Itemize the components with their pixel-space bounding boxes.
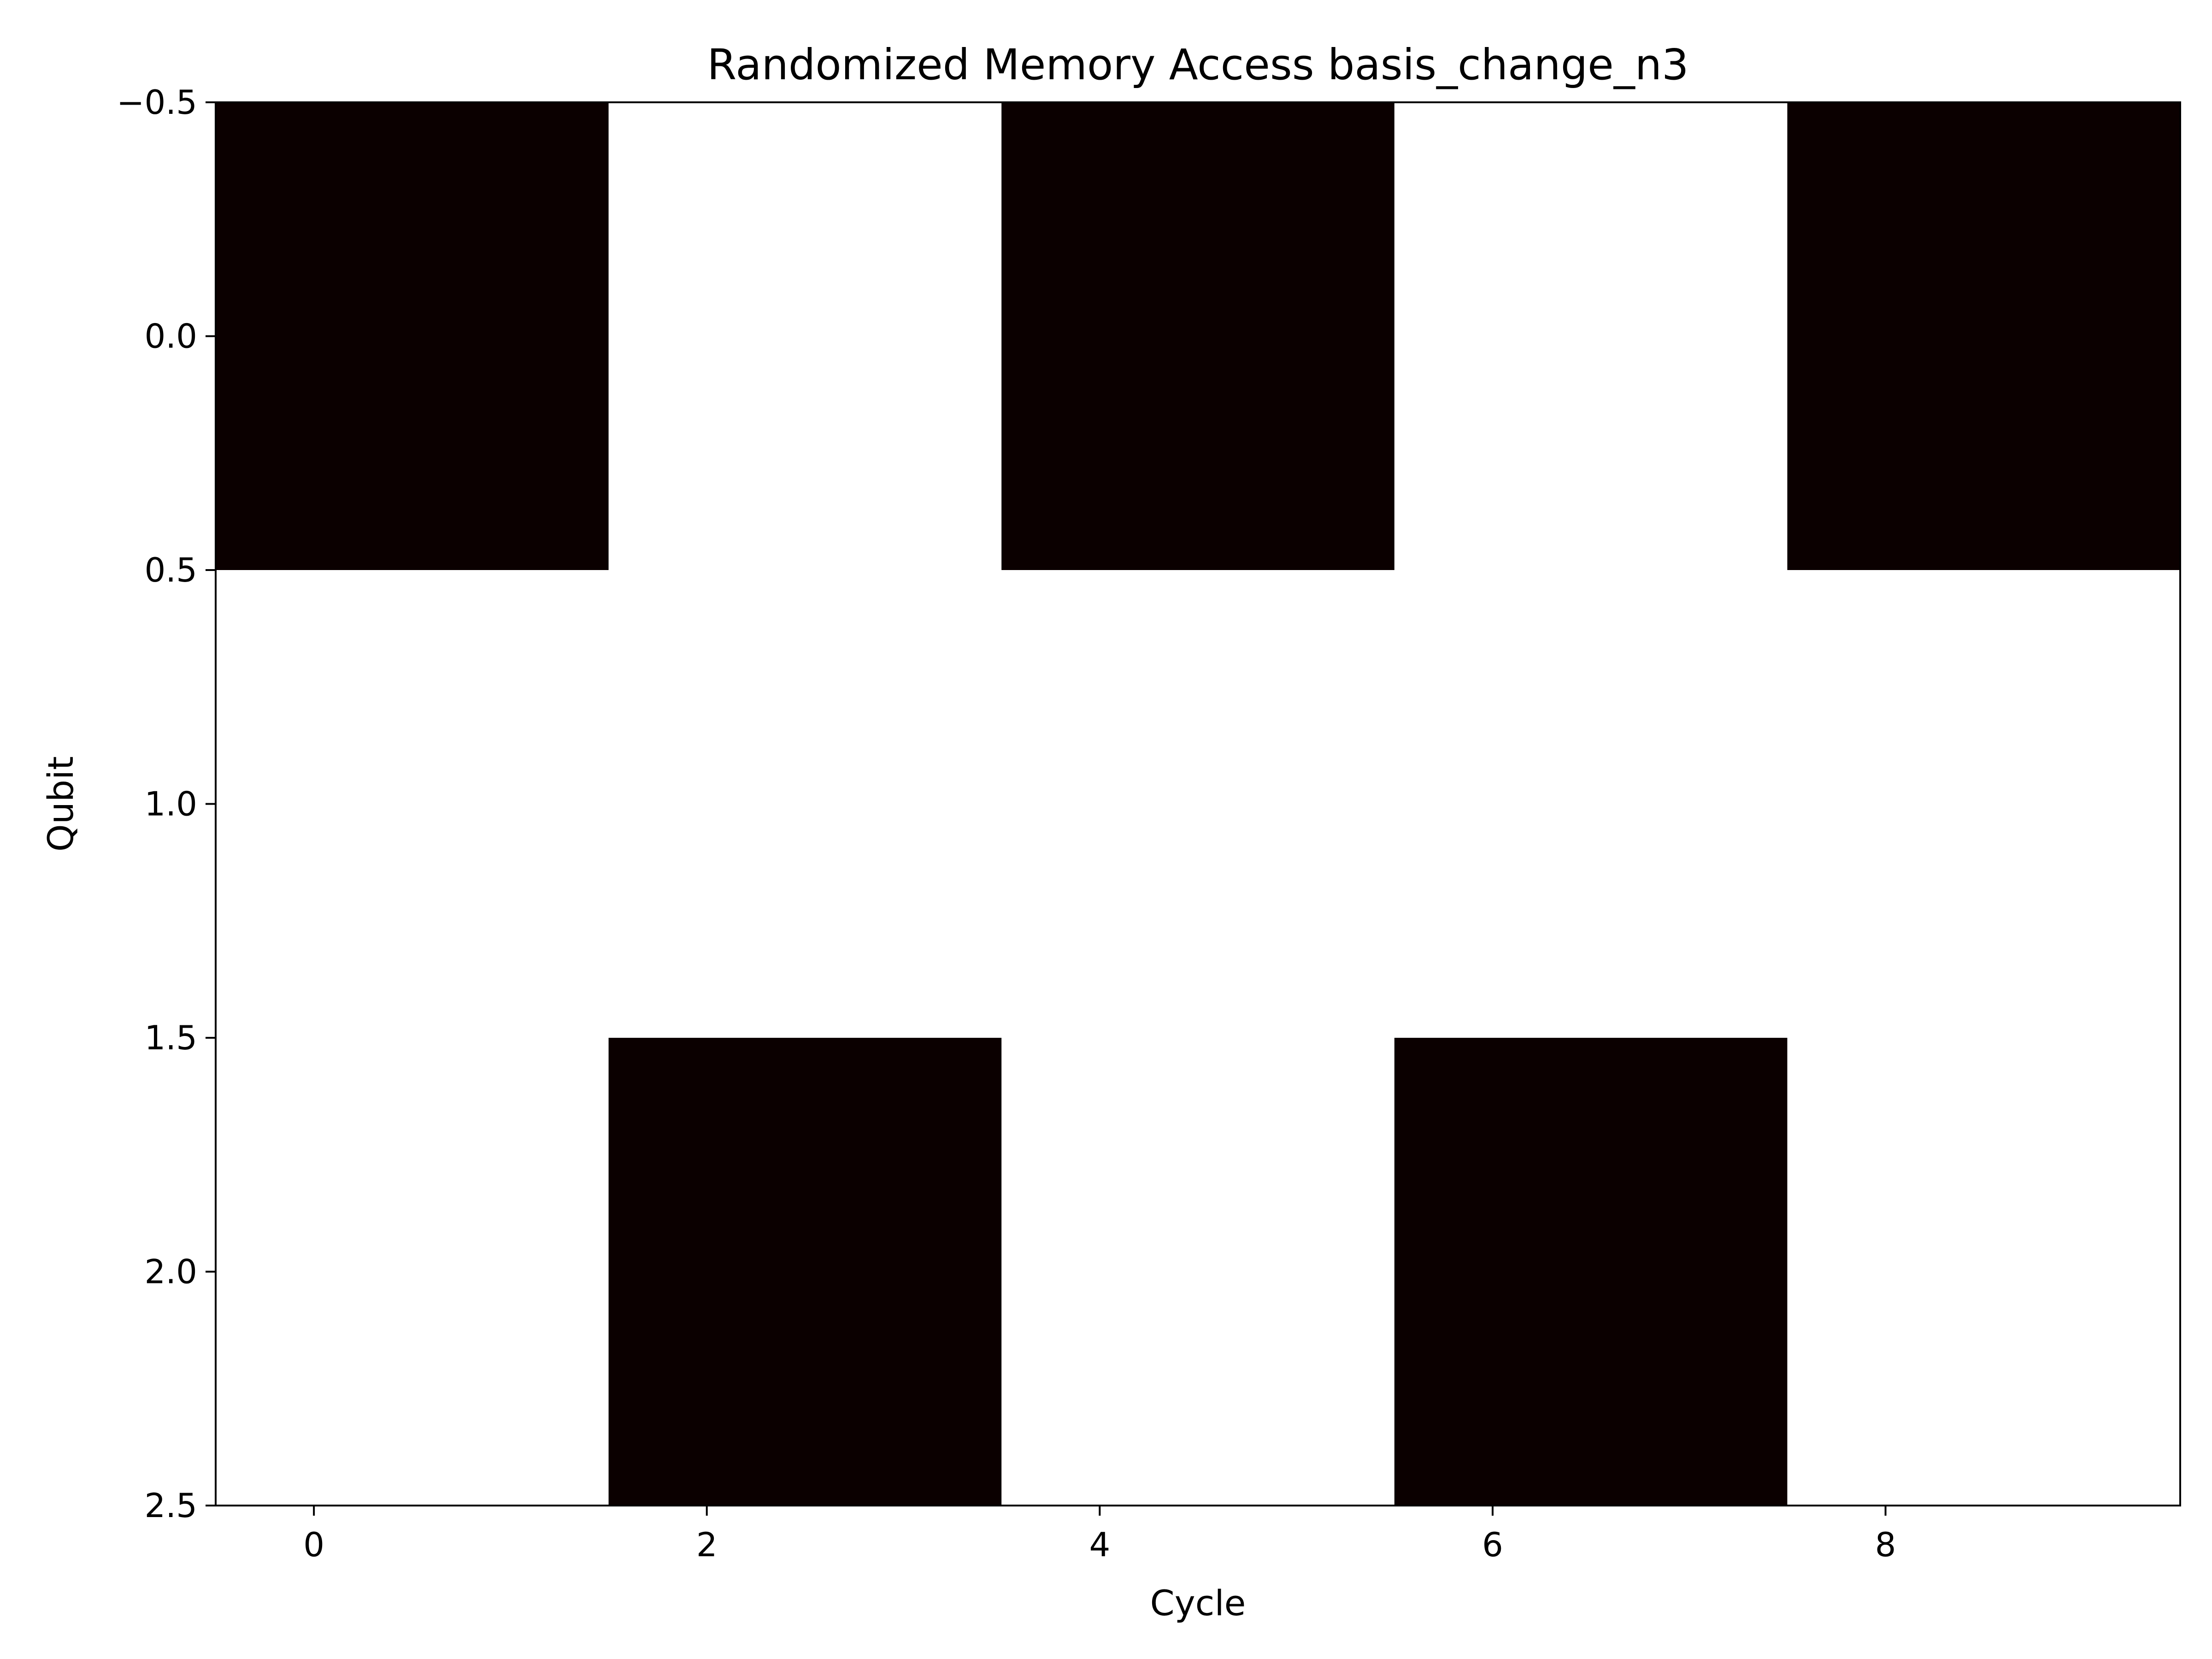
heatmap-cell <box>1983 570 2181 1038</box>
heatmap-cell <box>1198 1038 1395 1506</box>
heatmap-cells <box>216 102 2181 1506</box>
x-axis-label: Cycle <box>1150 1583 1246 1624</box>
x-tick-label: 8 <box>1875 1525 1896 1564</box>
heatmap-cell <box>1787 1038 1984 1506</box>
heatmap-cell <box>1394 102 1591 571</box>
heatmap-cell <box>1198 570 1395 1038</box>
heatmap-cell <box>1394 570 1591 1038</box>
heatmap-cell <box>608 1038 806 1506</box>
y-tick-label: 0.0 <box>144 317 197 356</box>
heatmap-cell <box>805 570 1002 1038</box>
heatmap-cell <box>1001 1038 1198 1506</box>
heatmap-cell <box>1591 570 1788 1038</box>
heatmap-cell <box>1001 102 1198 571</box>
heatmap-cell <box>216 570 412 1038</box>
x-tick-label: 6 <box>1482 1525 1503 1564</box>
heatmap-cell <box>805 102 1002 571</box>
heatmap-cell <box>412 570 609 1038</box>
heatmap-cell <box>216 1038 412 1506</box>
y-tick-label: −0.5 <box>117 83 197 122</box>
heatmap-cell <box>216 102 412 571</box>
chart-title: Randomized Memory Access basis_change_n3 <box>707 40 1688 89</box>
heatmap-cell <box>1983 1038 2181 1506</box>
heatmap-cell <box>805 1038 1002 1506</box>
y-tick-label: 0.5 <box>144 551 197 589</box>
heatmap-cell <box>1001 570 1198 1038</box>
y-tick-label: 1.5 <box>144 1018 197 1057</box>
heatmap-cell <box>1787 570 1984 1038</box>
y-tick-label: 1.0 <box>144 785 197 824</box>
y-tick-label: 2.5 <box>144 1486 197 1525</box>
heatmap-cell <box>608 102 806 571</box>
heatmap-cell <box>412 1038 609 1506</box>
heatmap-cell <box>412 102 609 571</box>
heatmap-cell <box>1983 102 2181 571</box>
x-tick-label: 4 <box>1089 1525 1110 1564</box>
y-axis-ticks: −0.5 0.0 0.5 1.0 1.5 2.0 2.5 <box>117 83 216 1525</box>
x-tick-label: 0 <box>303 1525 324 1564</box>
x-axis-ticks: 0 2 4 6 8 <box>303 1506 1896 1564</box>
heatmap-cell <box>608 570 806 1038</box>
heatmap-cell <box>1591 102 1788 571</box>
y-tick-label: 2.0 <box>144 1253 197 1291</box>
heatmap-cell <box>1591 1038 1788 1506</box>
heatmap-cell <box>1198 102 1395 571</box>
y-axis-label: Qubit <box>40 756 81 852</box>
x-tick-label: 2 <box>696 1525 718 1564</box>
heatmap-cell <box>1394 1038 1591 1506</box>
heatmap-cell <box>1787 102 1984 571</box>
